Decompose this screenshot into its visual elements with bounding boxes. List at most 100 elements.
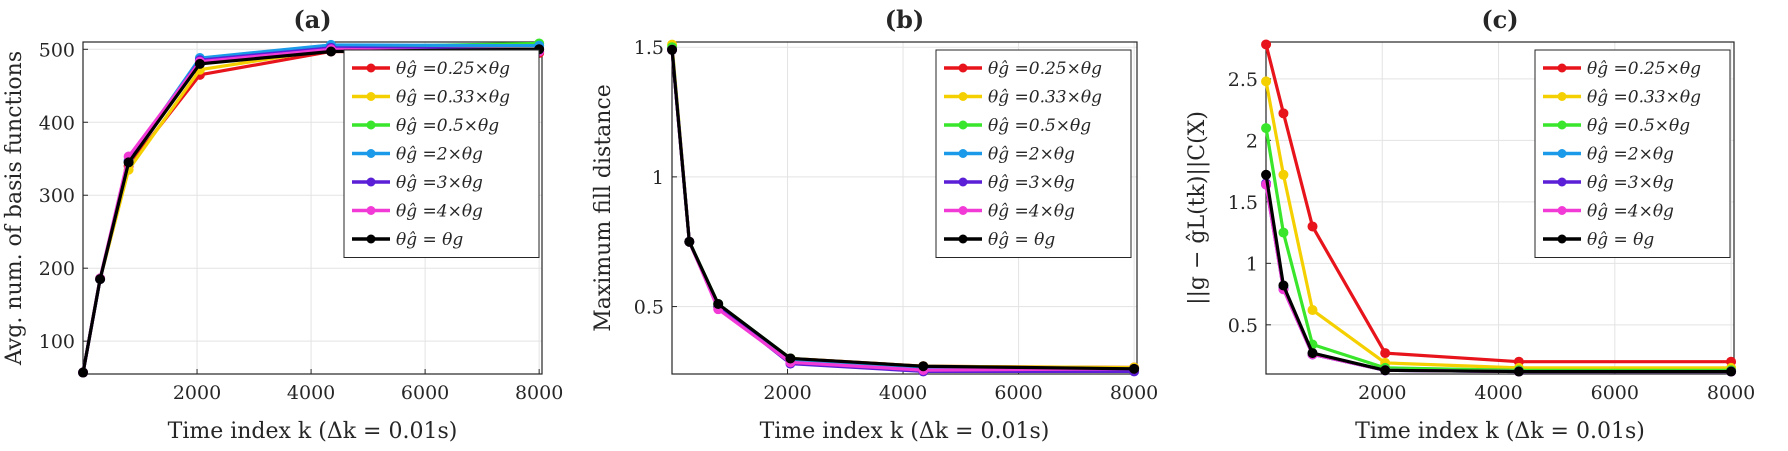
x-axis-label: Time index k (Δk = 0.01s) — [760, 419, 1050, 444]
data-point — [918, 361, 929, 372]
x-tick-label: 4000 — [879, 382, 927, 404]
legend-label: θĝ =4×θg — [396, 202, 483, 222]
legend-swatch-marker — [958, 206, 968, 215]
panel-title: (a) — [293, 5, 331, 34]
x-tick-label: 8000 — [1110, 382, 1158, 404]
y-tick-label: 1.5 — [634, 37, 664, 59]
legend-swatch-marker — [366, 63, 376, 73]
legend-label: θĝ =0.5×θg — [988, 116, 1091, 136]
data-point — [1261, 39, 1272, 50]
legend-swatch-marker — [366, 149, 376, 158]
plot-frame — [1265, 41, 1735, 375]
data-point — [78, 367, 89, 378]
data-point — [1261, 123, 1272, 134]
legend-label: θĝ =4×θg — [988, 202, 1075, 222]
x-axis-label: Time index k (Δk = 0.01s) — [168, 419, 458, 444]
y-tick-label: 0.5 — [1228, 315, 1258, 337]
panel-a: 2000 4000 6000 8000 100 200 300 400 500 (a) Time i… — [2, 5, 563, 444]
panel-title: (c) — [1481, 5, 1518, 34]
data-point — [1278, 280, 1289, 291]
legend-swatch-marker — [958, 120, 968, 130]
legend-swatch-marker — [366, 92, 376, 101]
data-point — [194, 58, 205, 69]
legend-label: θĝ =0.33×θg — [1587, 88, 1701, 108]
data-point — [326, 46, 337, 57]
data-point — [1307, 221, 1318, 232]
legend-label: θĝ =2×θg — [396, 145, 483, 165]
legend-swatch-marker — [958, 177, 968, 187]
data-point — [1278, 227, 1289, 238]
legend-label: θĝ =4×θg — [1587, 202, 1674, 222]
data-point — [1261, 169, 1272, 180]
legend-swatch-marker — [366, 120, 376, 130]
legend-label: θĝ =2×θg — [988, 145, 1075, 165]
legend-swatch-marker — [958, 63, 968, 73]
series-line — [1264, 44, 1732, 364]
data-point — [1307, 305, 1318, 316]
legend-swatch-marker — [958, 234, 968, 244]
y-tick-label: 0.5 — [634, 297, 664, 319]
data-point — [1129, 363, 1140, 374]
legend-label: θĝ = θg — [396, 230, 463, 250]
y-axis-label: ||g − ĝL(tk)||C(X) — [1185, 111, 1210, 305]
x-axis-label: Time index k (Δk = 0.01s) — [1355, 419, 1645, 444]
legend-swatch-marker — [1557, 92, 1567, 101]
y-tick-label: 400 — [39, 112, 75, 134]
panel-b: 2000 4000 6000 8000 0.5 1 1.5 (b) Time index k (… — [591, 5, 1158, 444]
legend-label: θĝ =3×θg — [988, 173, 1075, 193]
legend-swatch-marker — [1557, 63, 1567, 73]
y-tick-label: 100 — [39, 331, 75, 353]
x-tick-label: 4000 — [1474, 382, 1522, 404]
data-point — [785, 353, 796, 364]
legend-swatch-marker — [1557, 120, 1567, 130]
data-point — [713, 298, 724, 309]
series-line — [1264, 174, 1732, 374]
legend-swatch-marker — [1557, 149, 1567, 158]
data-point — [1261, 76, 1272, 87]
x-tick-label: 4000 — [287, 382, 335, 404]
x-tick-label: 6000 — [994, 382, 1042, 404]
x-tick-label: 2000 — [173, 382, 221, 404]
y-tick-label: 1 — [652, 167, 664, 189]
legend-label: θĝ =0.33×θg — [396, 88, 510, 108]
legend-label: θĝ =0.25×θg — [1587, 59, 1701, 79]
legend-swatch-marker — [366, 234, 376, 244]
y-axis-label: Maximum fill distance — [591, 84, 616, 332]
data-point — [1307, 348, 1318, 359]
data-point — [1513, 366, 1524, 377]
x-tick-label: 2000 — [763, 382, 811, 404]
series-line — [670, 49, 1135, 371]
y-tick-label: 500 — [39, 39, 75, 61]
legend-label: θĝ =3×θg — [1587, 173, 1674, 193]
legend-label: θĝ = θg — [1587, 230, 1654, 250]
y-tick-label: 1.5 — [1228, 192, 1258, 214]
y-tick-label: 2 — [1246, 130, 1258, 152]
data-point — [1380, 348, 1391, 359]
legend-swatch-marker — [1557, 234, 1567, 244]
data-point — [1278, 108, 1289, 119]
plot-frame — [671, 41, 1138, 375]
x-tick-label: 8000 — [515, 382, 563, 404]
data-point — [1278, 169, 1289, 180]
y-tick-label: 1 — [1246, 253, 1258, 275]
legend-label: θĝ =3×θg — [396, 173, 483, 193]
panel-title: (b) — [885, 5, 925, 34]
series-line — [1264, 81, 1732, 370]
data-point — [1726, 366, 1737, 377]
legend-swatch-marker — [366, 206, 376, 215]
legend-swatch-marker — [1557, 177, 1567, 187]
legend-swatch-marker — [366, 177, 376, 187]
x-tick-label: 6000 — [1591, 382, 1639, 404]
data-point — [95, 274, 106, 285]
legend-swatch-marker — [958, 92, 968, 101]
legend-label: θĝ = θg — [988, 230, 1055, 250]
x-tick-label: 8000 — [1707, 382, 1755, 404]
y-axis-label: Avg. num. of basis functions — [2, 51, 27, 366]
data-point — [123, 157, 134, 168]
y-tick-label: 2.5 — [1228, 69, 1258, 91]
legend-label: θĝ =0.5×θg — [396, 116, 499, 136]
y-tick-label: 200 — [39, 258, 75, 280]
plot-frame — [82, 41, 543, 375]
